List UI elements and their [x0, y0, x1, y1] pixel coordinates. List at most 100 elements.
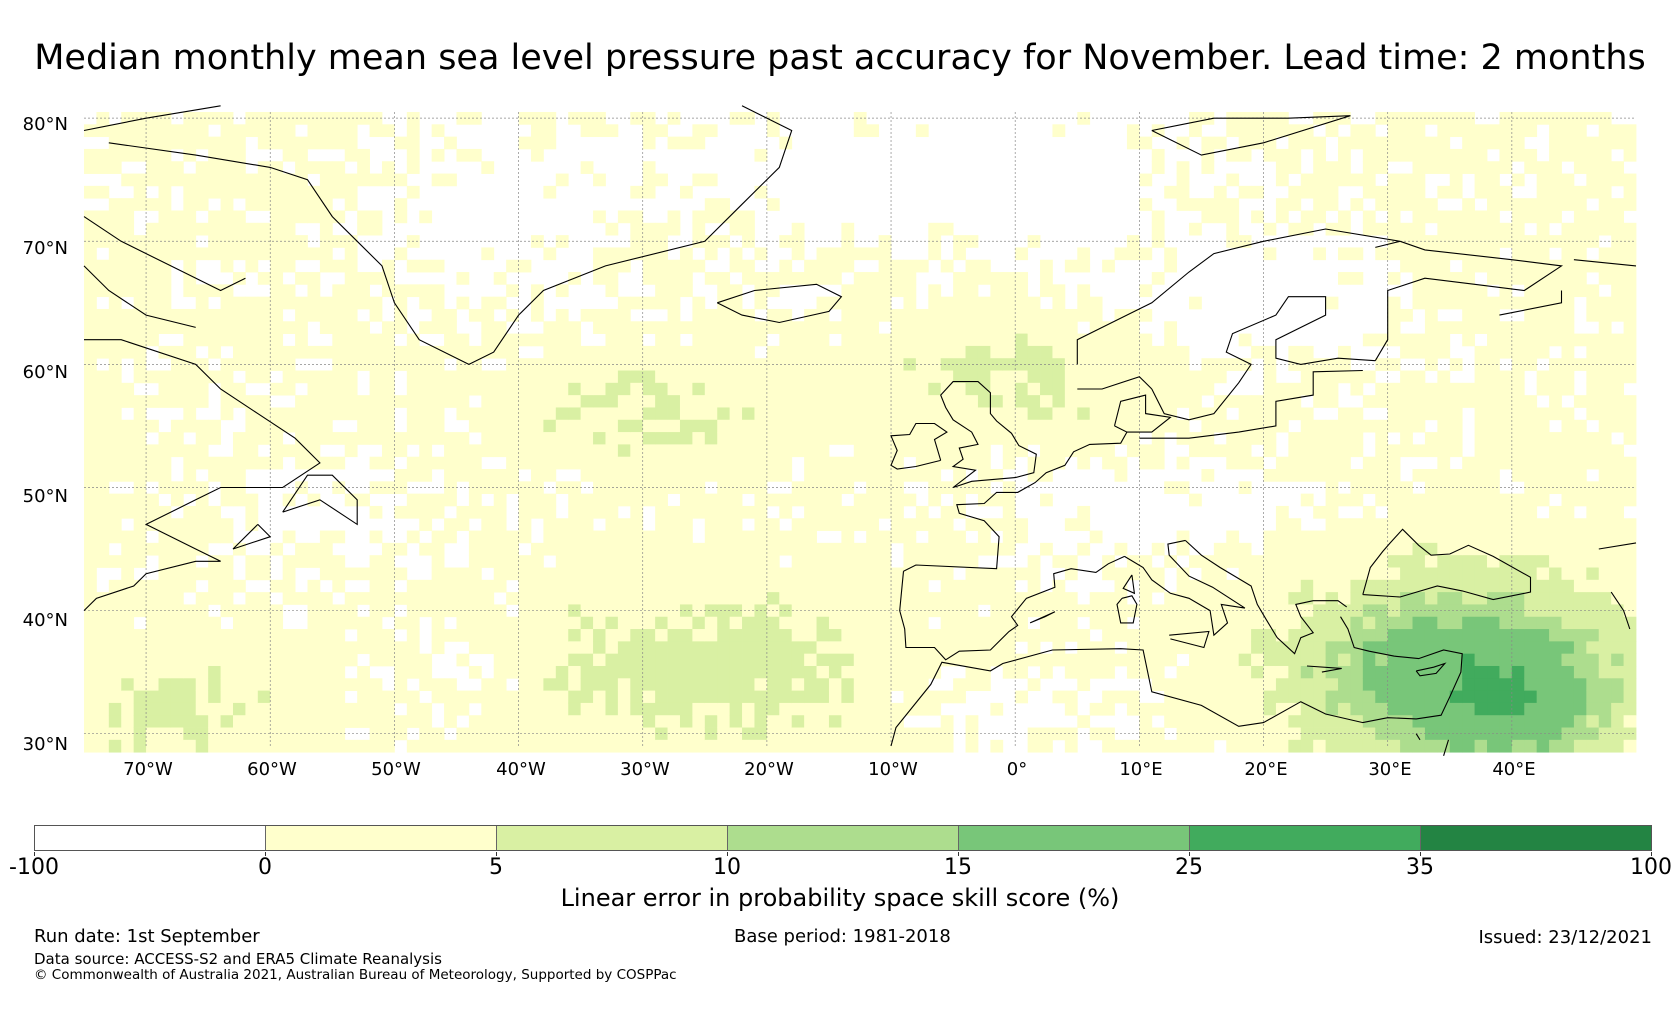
skill-cell [1611, 345, 1624, 359]
skill-cell [580, 407, 594, 421]
skill-cell [1238, 690, 1252, 704]
skill-cell [903, 678, 917, 691]
skill-cell [1524, 727, 1538, 741]
skill-cell [1387, 739, 1401, 753]
skill-cell [1226, 702, 1240, 716]
skill-cell [804, 579, 817, 593]
skill-cell [158, 653, 172, 667]
skill-cell [717, 727, 731, 741]
skill-cell [270, 382, 284, 396]
skill-cell [928, 432, 942, 445]
skill-cell [1412, 518, 1426, 531]
skill-cell [1549, 567, 1562, 581]
skill-cell [332, 604, 346, 618]
skill-cell [1412, 370, 1426, 384]
skill-cell [1089, 616, 1103, 630]
skill-cell [1487, 469, 1500, 482]
skill-cell [928, 395, 942, 408]
skill-cell [1561, 272, 1575, 285]
skill-cell [381, 370, 395, 384]
skill-cell [679, 419, 693, 433]
skill-cell [481, 247, 495, 261]
skill-cell [1251, 345, 1264, 359]
skill-cell [891, 715, 904, 728]
skill-cell [1238, 567, 1252, 581]
skill-cell [1052, 641, 1066, 655]
skill-cell [965, 444, 979, 458]
skill-cell [953, 395, 966, 408]
skill-cell [953, 235, 966, 248]
skill-cell [580, 579, 594, 593]
skill-cell [1449, 592, 1463, 605]
skill-cell [1611, 530, 1624, 544]
skill-cell [940, 321, 954, 334]
skill-cell [804, 530, 817, 544]
skill-cell [804, 604, 817, 618]
skill-cell [1499, 678, 1513, 691]
skill-cell [146, 173, 159, 187]
skill-cell [1238, 579, 1252, 593]
skill-cell [1598, 148, 1612, 162]
skill-cell [1511, 690, 1525, 704]
skill-cell [642, 407, 656, 421]
skill-cell [133, 629, 147, 642]
skill-cell [841, 702, 855, 716]
skill-cell [1151, 653, 1165, 667]
skill-cell [96, 493, 110, 507]
skill-cell [1387, 382, 1401, 396]
skill-cell [1002, 629, 1016, 642]
skill-cell [1176, 198, 1190, 211]
skill-cell [543, 579, 557, 593]
skill-cell [1362, 161, 1376, 174]
skill-cell [1126, 641, 1140, 655]
skill-cell [642, 395, 656, 408]
skill-cell [208, 702, 221, 716]
skill-cell [481, 629, 495, 642]
skill-cell [1424, 198, 1438, 211]
skill-cell [729, 665, 743, 679]
skill-cell [1549, 284, 1562, 298]
skill-cell [1251, 665, 1264, 679]
skill-cell [1573, 185, 1587, 199]
skill-cell [133, 739, 147, 753]
skill-cell [1611, 284, 1624, 298]
skill-cell [928, 493, 942, 507]
skill-cell [1126, 333, 1140, 347]
skill-cell [1077, 629, 1091, 642]
skill-cell [891, 592, 904, 605]
skill-cell [232, 678, 246, 691]
skill-cell [1325, 542, 1339, 556]
skill-cell [580, 432, 594, 445]
skill-cell [481, 345, 495, 359]
skill-cell [245, 739, 259, 753]
skill-cell [940, 616, 954, 630]
skill-cell [1176, 690, 1190, 704]
skill-cell [605, 272, 619, 285]
skill-cell [1387, 567, 1401, 581]
skill-cell [419, 715, 433, 728]
skill-cell [406, 715, 420, 728]
skill-cell [1275, 604, 1289, 618]
skill-cell [1275, 198, 1289, 211]
skill-cell [1064, 259, 1078, 273]
skill-cell [1002, 308, 1016, 322]
skill-cell [96, 308, 110, 322]
skill-cell [1102, 653, 1115, 667]
skill-cell [245, 235, 259, 248]
skill-cell [232, 173, 246, 187]
skill-cell [518, 530, 532, 544]
skill-cell [1362, 542, 1376, 556]
skill-cell [1487, 382, 1500, 396]
skill-cell [1412, 702, 1426, 716]
skill-cell [568, 555, 582, 568]
skill-cell [1462, 222, 1475, 236]
skill-cell [208, 235, 221, 248]
skill-cell [965, 592, 979, 605]
skill-cell [282, 173, 296, 187]
skill-cell [1449, 444, 1463, 458]
skill-cell [1114, 432, 1128, 445]
skill-cell [617, 616, 631, 630]
skill-cell [1126, 629, 1140, 642]
skill-cell [679, 395, 693, 408]
skill-cell [1437, 345, 1451, 359]
